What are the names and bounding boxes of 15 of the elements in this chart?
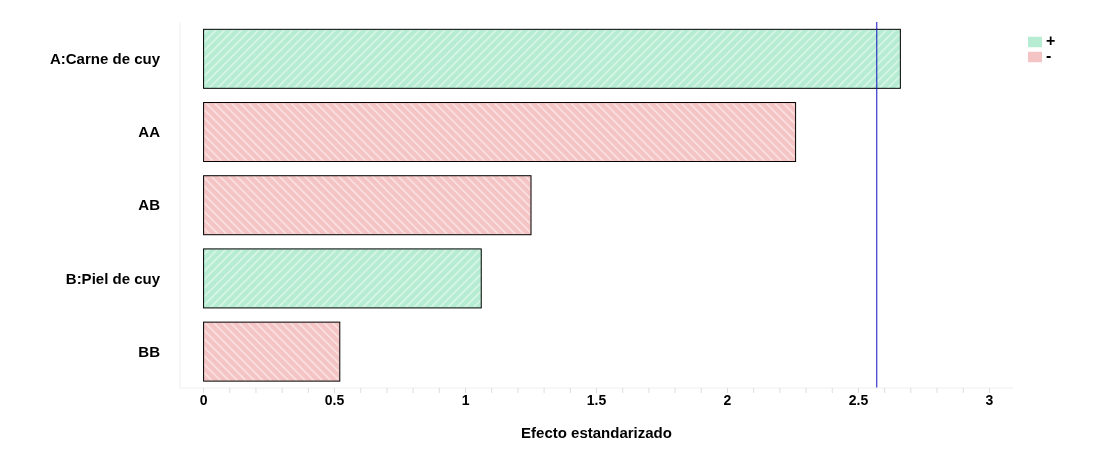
x-tick-label: 0.5 — [324, 391, 345, 408]
x-tick-label: 0 — [199, 391, 208, 408]
x-tick-label: 2.5 — [848, 391, 869, 408]
y-tick-label: A:Carne de cuy — [49, 49, 161, 67]
legend-label: + — [1046, 32, 1056, 49]
y-tick-label: BB — [138, 342, 161, 360]
y-tick-label: AA — [138, 123, 161, 141]
x-tick-label: 1 — [461, 391, 470, 408]
y-tick-label: AB — [138, 196, 161, 214]
legend-label: - — [1046, 46, 1052, 64]
x-tick-label: 1.5 — [586, 391, 607, 408]
x-tick-label: 2 — [723, 391, 732, 408]
x-axis-title: Efecto estandarizado — [521, 424, 672, 441]
x-tick-label: 3 — [985, 391, 994, 408]
y-tick-label: B:Piel de cuy — [65, 269, 161, 287]
